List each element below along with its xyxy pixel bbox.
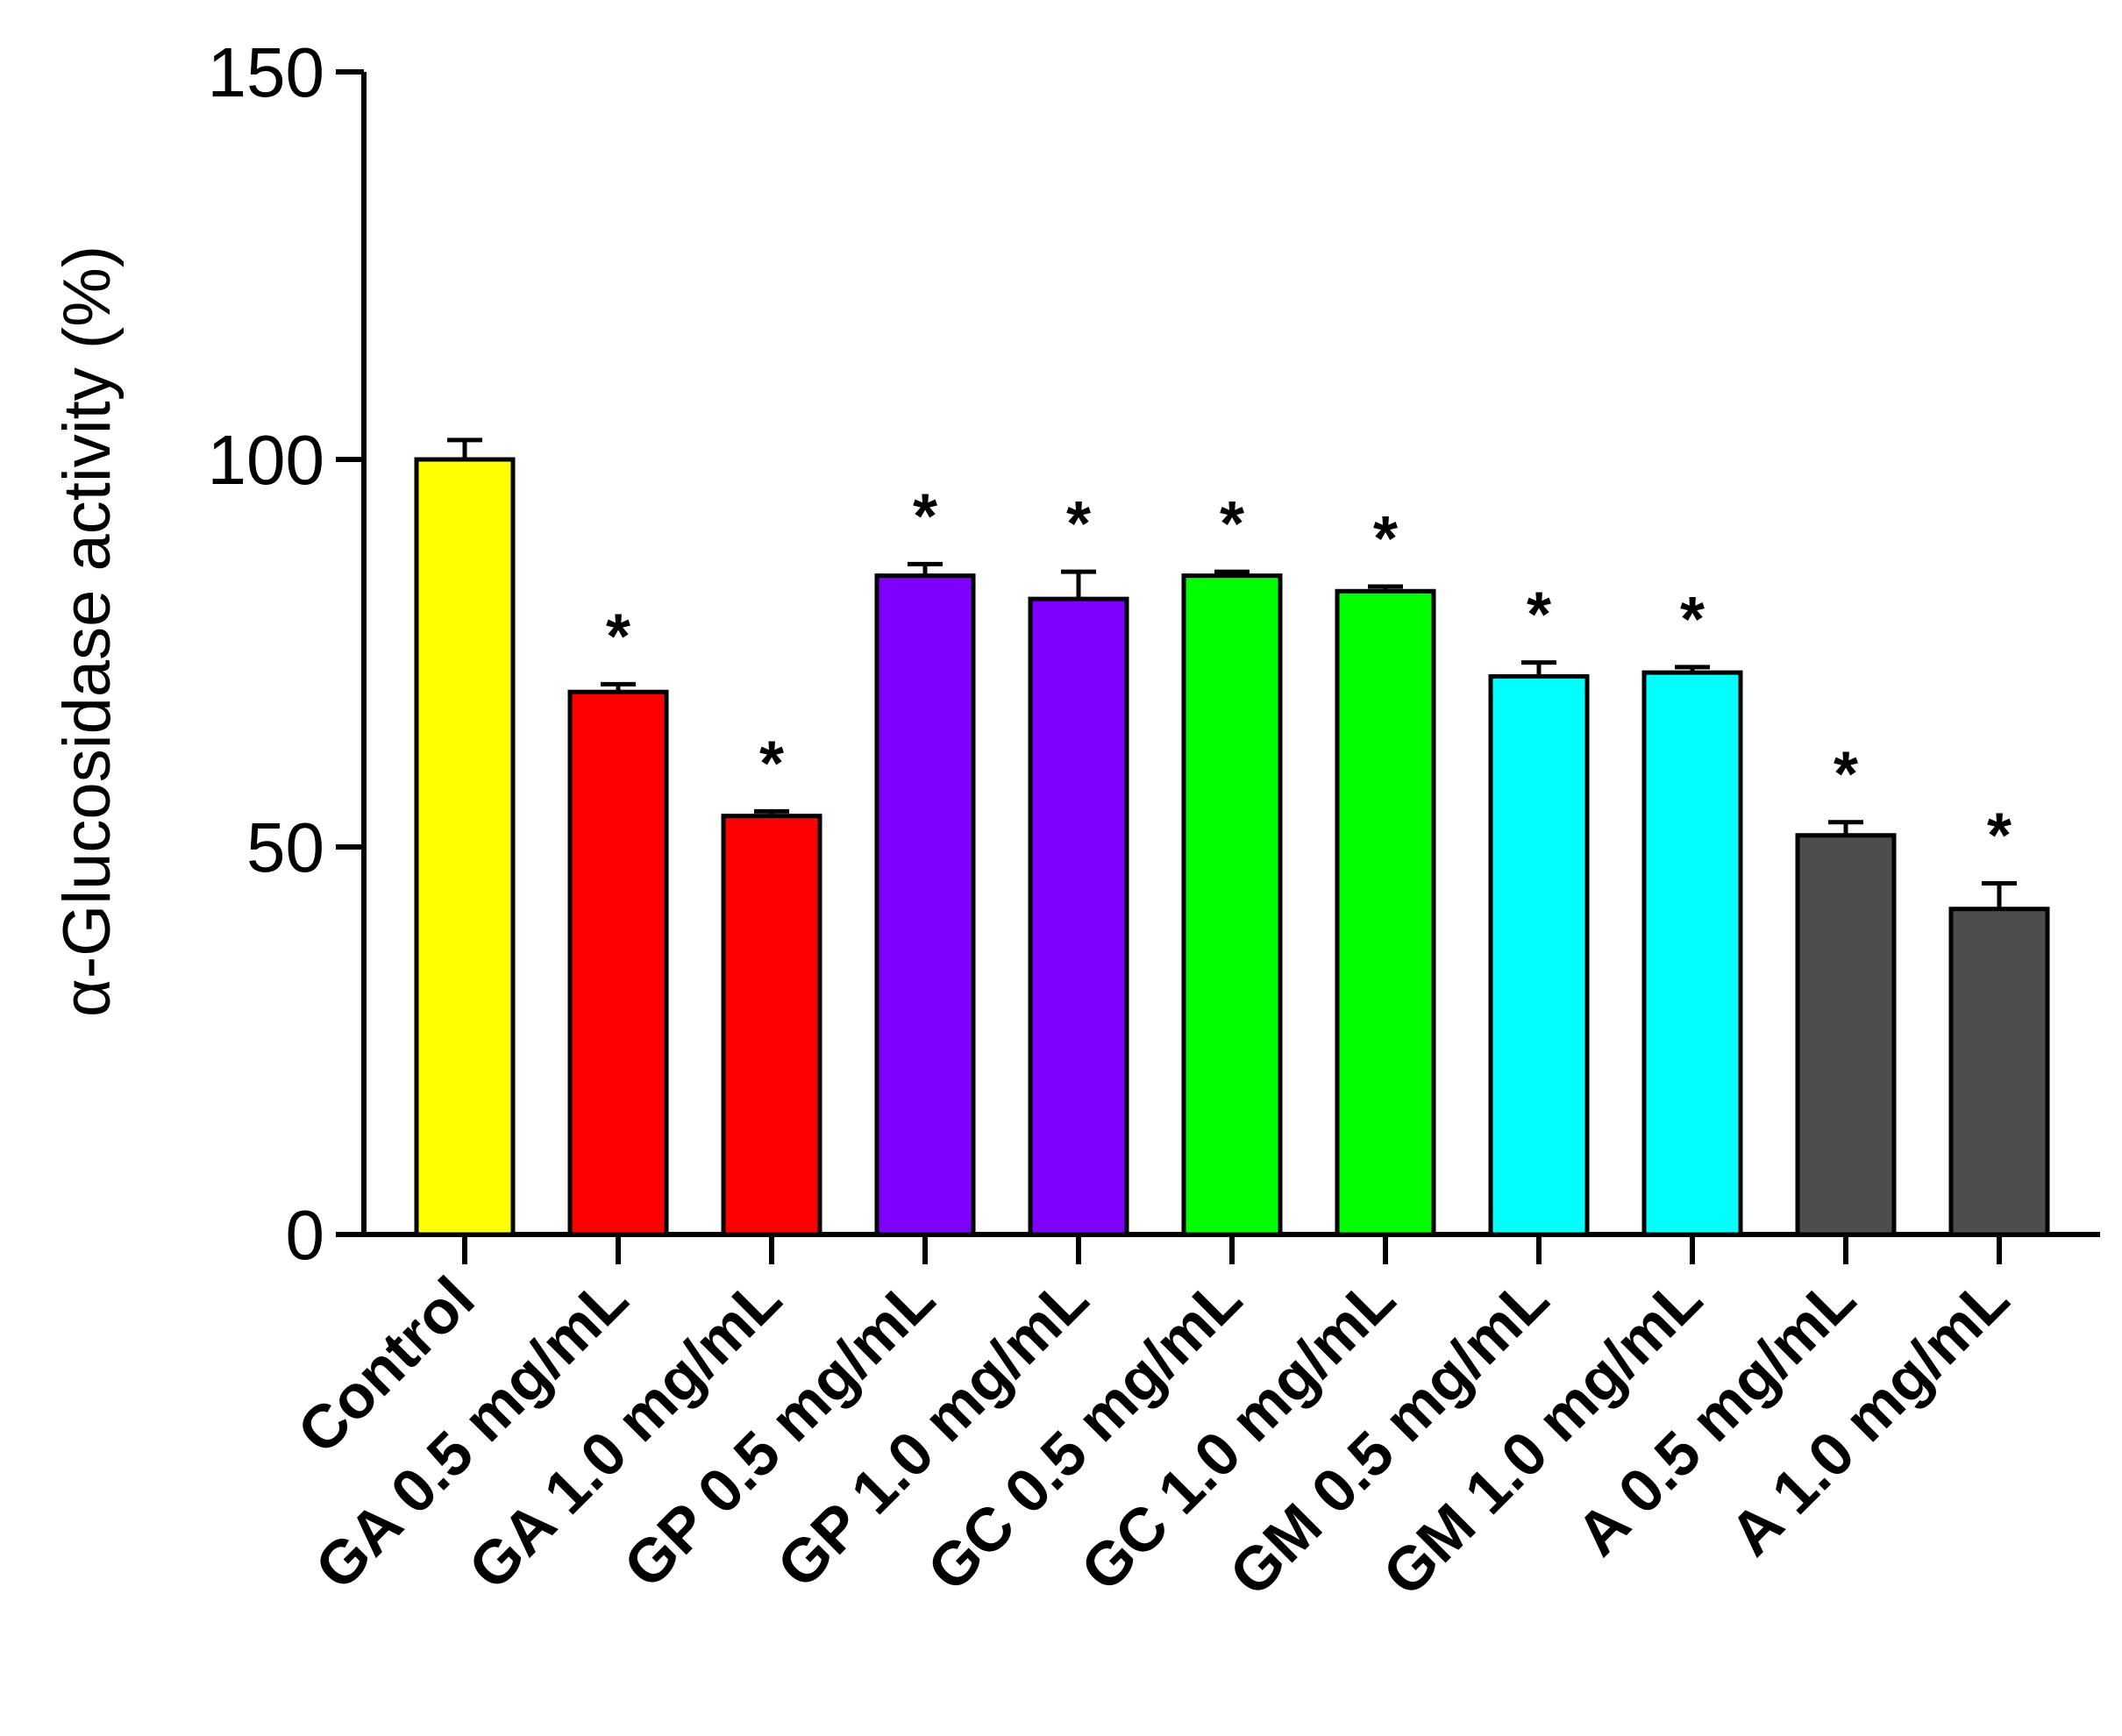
significance-marker-9: * (1834, 740, 1858, 810)
significance-marker-10: * (1987, 801, 2012, 872)
bar-1 (567, 689, 669, 1237)
bar-5 (1181, 573, 1283, 1237)
significance-marker-7: * (1527, 580, 1551, 651)
y-tick-label: 50 (246, 808, 324, 886)
bar-6 (1335, 588, 1436, 1237)
y-axis-title: α-Glucosidase activity (%) (50, 245, 125, 1017)
bar-9 (1795, 833, 1897, 1237)
bar-8 (1641, 670, 1743, 1237)
significance-marker-4: * (1066, 489, 1091, 559)
y-tick-label: 150 (208, 33, 324, 111)
bar-2 (721, 814, 822, 1237)
significance-marker-1: * (606, 601, 630, 672)
significance-marker-8: * (1680, 585, 1705, 655)
bar-3 (874, 573, 976, 1237)
significance-marker-6: * (1373, 504, 1398, 574)
significance-marker-3: * (913, 481, 937, 551)
bar-7 (1488, 674, 1590, 1237)
bar-4 (1028, 596, 1129, 1237)
significance-marker-2: * (759, 729, 784, 799)
significance-marker-5: * (1220, 489, 1244, 559)
bar-10 (1948, 907, 2050, 1237)
y-tick-label: 0 (286, 1196, 325, 1274)
bar-0 (414, 457, 516, 1237)
bars: * * * * * * * * * * (414, 438, 2050, 1237)
y-tick-label: 100 (208, 421, 324, 499)
